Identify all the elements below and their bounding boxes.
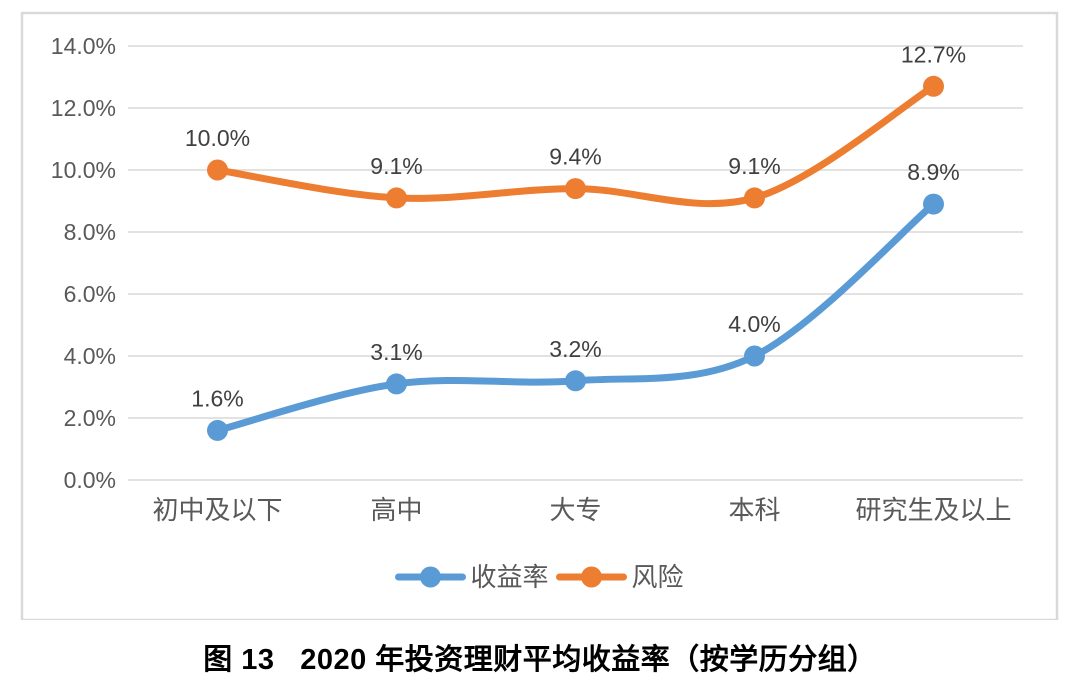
data-point-marker: [923, 193, 944, 215]
data-label: 3.2%: [549, 336, 601, 362]
data-point-marker: [923, 75, 944, 97]
figure-caption: 图 13 2020 年投资理财平均收益率（按学历分组）: [203, 644, 877, 676]
y-tick-label: 4.0%: [64, 343, 116, 369]
y-tick-label: 6.0%: [64, 281, 116, 307]
legend-label: 风险: [632, 562, 684, 592]
x-axis-label: 大专: [549, 495, 601, 525]
y-tick-label: 10.0%: [51, 157, 116, 183]
data-label: 4.0%: [728, 311, 780, 337]
data-point-marker: [386, 373, 407, 395]
legend-marker-icon: [420, 566, 441, 588]
y-tick-label: 12.0%: [51, 95, 116, 121]
data-label: 8.9%: [907, 159, 959, 185]
legend-label: 收益率: [471, 562, 549, 592]
x-axis-label: 初中及以下: [152, 495, 282, 525]
data-label: 3.1%: [370, 339, 422, 365]
data-label: 10.0%: [185, 125, 250, 151]
y-tick-label: 8.0%: [64, 219, 116, 245]
line-chart: 0.0% 2.0% 4.0% 6.0% 8.0% 10.0% 12.0% 14.0% 初中及以下…: [20, 11, 1059, 620]
data-label: 9.1%: [370, 153, 422, 179]
data-label: 12.7%: [901, 41, 966, 67]
data-label: 9.4%: [549, 144, 601, 170]
data-point-marker: [207, 419, 228, 441]
data-point-marker: [207, 159, 228, 181]
x-axis-label: 研究生及以上: [855, 495, 1011, 525]
y-tick-label: 0.0%: [64, 467, 116, 493]
y-tick-label: 2.0%: [64, 405, 116, 431]
data-point-marker: [744, 187, 765, 209]
legend-marker-icon: [581, 566, 602, 588]
y-tick-label: 14.0%: [51, 33, 116, 59]
data-point-marker: [565, 370, 586, 392]
data-label: 9.1%: [728, 153, 780, 179]
data-label: 1.6%: [191, 385, 243, 411]
data-point-marker: [565, 178, 586, 200]
chart-border: [20, 11, 1059, 620]
chart-canvas: 0.0% 2.0% 4.0% 6.0% 8.0% 10.0% 12.0% 14.0% 初中及以下…: [20, 11, 1059, 620]
x-axis-label: 本科: [728, 495, 780, 525]
data-point-marker: [386, 187, 407, 209]
x-axis-label: 高中: [370, 495, 422, 525]
data-point-marker: [744, 345, 765, 367]
